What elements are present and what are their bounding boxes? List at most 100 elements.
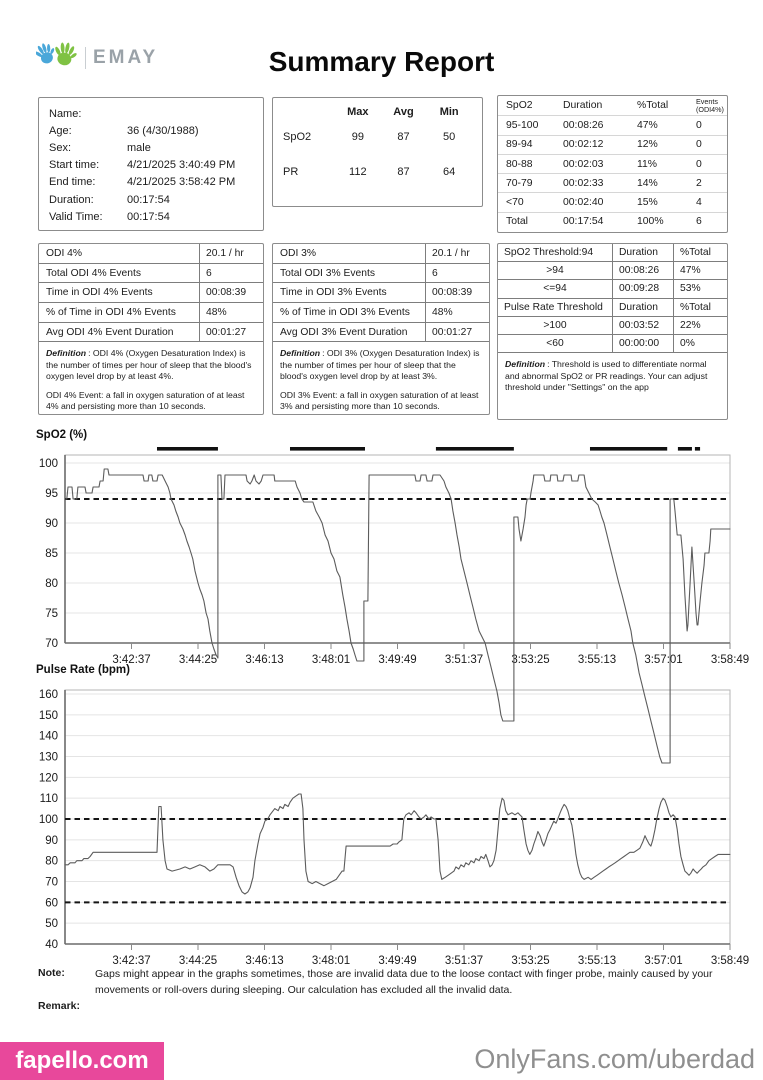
spo2-trace xyxy=(64,468,731,764)
pr-ytick-label: 80 xyxy=(45,856,58,868)
stats-value: 64 xyxy=(443,166,456,178)
table-row: >100 00:03:52 22% xyxy=(498,316,727,335)
patient-row: Duration: 00:17:54 xyxy=(49,191,253,208)
table-row: Total 00:17:54 100% 6 xyxy=(498,211,727,231)
pr-axis-title: Pulse Rate (bpm) xyxy=(36,664,130,676)
spo2-ytick-label: 70 xyxy=(45,638,58,650)
odi4-table: ODI 4% 20.1 / hr Total ODI 4% Events 6 Tim… xyxy=(38,243,264,415)
desaturation-event-bar xyxy=(289,447,365,451)
pr-xtick-label: 3:58:49 xyxy=(711,955,749,967)
stats-row-label: SpO2 xyxy=(283,131,312,143)
pr-xtick-label: 3:46:13 xyxy=(245,955,283,967)
table-row: >94 00:08:26 47% xyxy=(498,262,727,281)
spo2-xtick-label: 3:51:37 xyxy=(445,654,483,666)
logo-hands-icon xyxy=(34,40,78,75)
field-label: Valid Time: xyxy=(49,210,103,223)
spo2-xtick-label: 3:44:25 xyxy=(179,654,217,666)
pr-ytick-label: 70 xyxy=(45,877,58,889)
desaturation-event-bar xyxy=(156,447,218,451)
pr-xtick-label: 3:55:13 xyxy=(578,955,616,967)
table-row: % of Time in ODI 4% Events 48% xyxy=(39,303,263,323)
note-label: Note: xyxy=(38,967,65,979)
table-row: Total ODI 4% Events 6 xyxy=(39,263,263,284)
field-value: 36 (4/30/1988) xyxy=(127,124,199,137)
odi3-table: ODI 3% 20.1 / hr Total ODI 3% Events 6 Tim… xyxy=(272,243,490,415)
patient-row: Sex: male xyxy=(49,139,253,156)
table-row: <60 00:00:00 0% xyxy=(498,334,727,354)
patient-row: Start time: 4/21/2025 3:40:49 PM xyxy=(49,157,253,174)
table-row: ODI 3% 20.1 / hr xyxy=(273,244,489,264)
pr-ytick-label: 100 xyxy=(39,814,58,826)
stats-value: 112 xyxy=(349,166,367,178)
desaturation-event-bar xyxy=(694,447,701,451)
stats-row-label: PR xyxy=(283,166,299,178)
pr-ytick-label: 110 xyxy=(40,793,58,805)
pr-ytick-label: 160 xyxy=(39,689,58,701)
pr-trace xyxy=(64,793,731,895)
spo2-ytick-label: 80 xyxy=(45,578,58,590)
pr-xtick-label: 3:49:49 xyxy=(378,955,416,967)
desaturation-event-bar xyxy=(677,447,692,451)
stats-header: Min xyxy=(439,106,459,118)
spo2-xtick-label: 3:42:37 xyxy=(112,654,150,666)
field-label: Age: xyxy=(49,124,72,137)
spo2-xtick-label: 3:58:49 xyxy=(711,654,749,666)
pr-xtick-label: 3:51:37 xyxy=(445,955,483,967)
table-row: <70 00:02:40 15% 4 xyxy=(498,192,727,211)
field-value: 4/21/2025 3:40:49 PM xyxy=(127,159,236,172)
pr-plot-border xyxy=(64,689,731,945)
patient-row: Name: xyxy=(49,105,253,122)
field-value: 00:17:54 xyxy=(127,210,170,223)
pr-ytick-label: 40 xyxy=(45,939,58,951)
pr-ytick-label: 150 xyxy=(39,710,58,722)
table-row: Time in ODI 3% Events 00:08:39 xyxy=(273,283,489,304)
table-row: Time in ODI 4% Events 00:08:39 xyxy=(39,283,263,304)
stats-value: 87 xyxy=(397,166,410,178)
pr-ytick-label: 130 xyxy=(39,752,58,764)
field-value: male xyxy=(127,141,151,154)
watermark-left: fapello.com xyxy=(0,1042,164,1080)
emay-logo: EMAY xyxy=(34,40,158,75)
charts-canvas: 100 95 90 85 80 75 70 3:42:37 3:44:25 3:46:13 3:48… xyxy=(36,429,749,967)
stats-header: Avg xyxy=(393,106,414,118)
desaturation-event-bar xyxy=(435,447,514,451)
spo2-xtick-label: 3:49:49 xyxy=(378,654,416,666)
table-row: Pulse Rate Threshold Duration %Total xyxy=(498,298,727,317)
table-row: 95-100 00:08:26 47% 0 xyxy=(498,115,727,134)
note-text: Gaps might appear in the graphs sometime… xyxy=(95,968,713,996)
spo2-xtick-label: 3:53:25 xyxy=(511,654,549,666)
pr-ytick-label: 50 xyxy=(45,918,58,930)
pr-xtick-label: 3:44:25 xyxy=(179,955,217,967)
odi4-definition: Definition: ODI 4% (Oxygen Desaturation … xyxy=(46,348,252,412)
pr-xtick-label: 3:48:01 xyxy=(312,955,350,967)
pr-ytick-label: 140 xyxy=(39,731,58,743)
stats-header: Max xyxy=(347,106,369,118)
patient-info-box: Name: Age: 36 (4/30/1988) Sex: male Start … xyxy=(38,97,264,231)
table-row: ODI 4% 20.1 / hr xyxy=(39,244,263,264)
pr-ytick-label: 120 xyxy=(39,772,58,784)
odi3-definition: Definition: ODI 3% (Oxygen Desaturation … xyxy=(280,348,480,412)
spo2-ytick-label: 75 xyxy=(45,608,58,620)
logo-separator xyxy=(85,46,86,69)
spo2-plot-border xyxy=(64,454,731,644)
spo2-xtick-label: 3:48:01 xyxy=(312,654,350,666)
col-header: Events (ODI4%) xyxy=(696,96,724,114)
table-row: 89-94 00:02:12 12% 0 xyxy=(498,134,727,154)
pr-xtick-label: 3:57:01 xyxy=(644,955,682,967)
pr-ytick-label: 60 xyxy=(45,897,58,909)
table-row: Avg ODI 4% Event Duration 00:01:27 xyxy=(39,322,263,343)
pr-xtick-label: 3:53:25 xyxy=(511,955,549,967)
stats-value: 50 xyxy=(443,131,456,143)
col-header: SpO2 xyxy=(506,100,533,112)
threshold-definition: Definition: Threshold is used to differe… xyxy=(505,359,708,393)
watermark-right: OnlyFans.com/uberdad xyxy=(474,1044,755,1074)
table-row: Total ODI 3% Events 6 xyxy=(273,263,489,284)
field-value: 00:17:54 xyxy=(127,193,170,206)
spo2-ytick-label: 100 xyxy=(39,458,58,470)
stats-value: 99 xyxy=(351,131,364,143)
field-label: Name: xyxy=(49,107,82,120)
spo2-ytick-label: 90 xyxy=(45,518,58,530)
threshold-table: SpO2 Threshold:94 Duration %Total >94 00:08… xyxy=(497,243,728,420)
field-label: Duration: xyxy=(49,193,94,206)
